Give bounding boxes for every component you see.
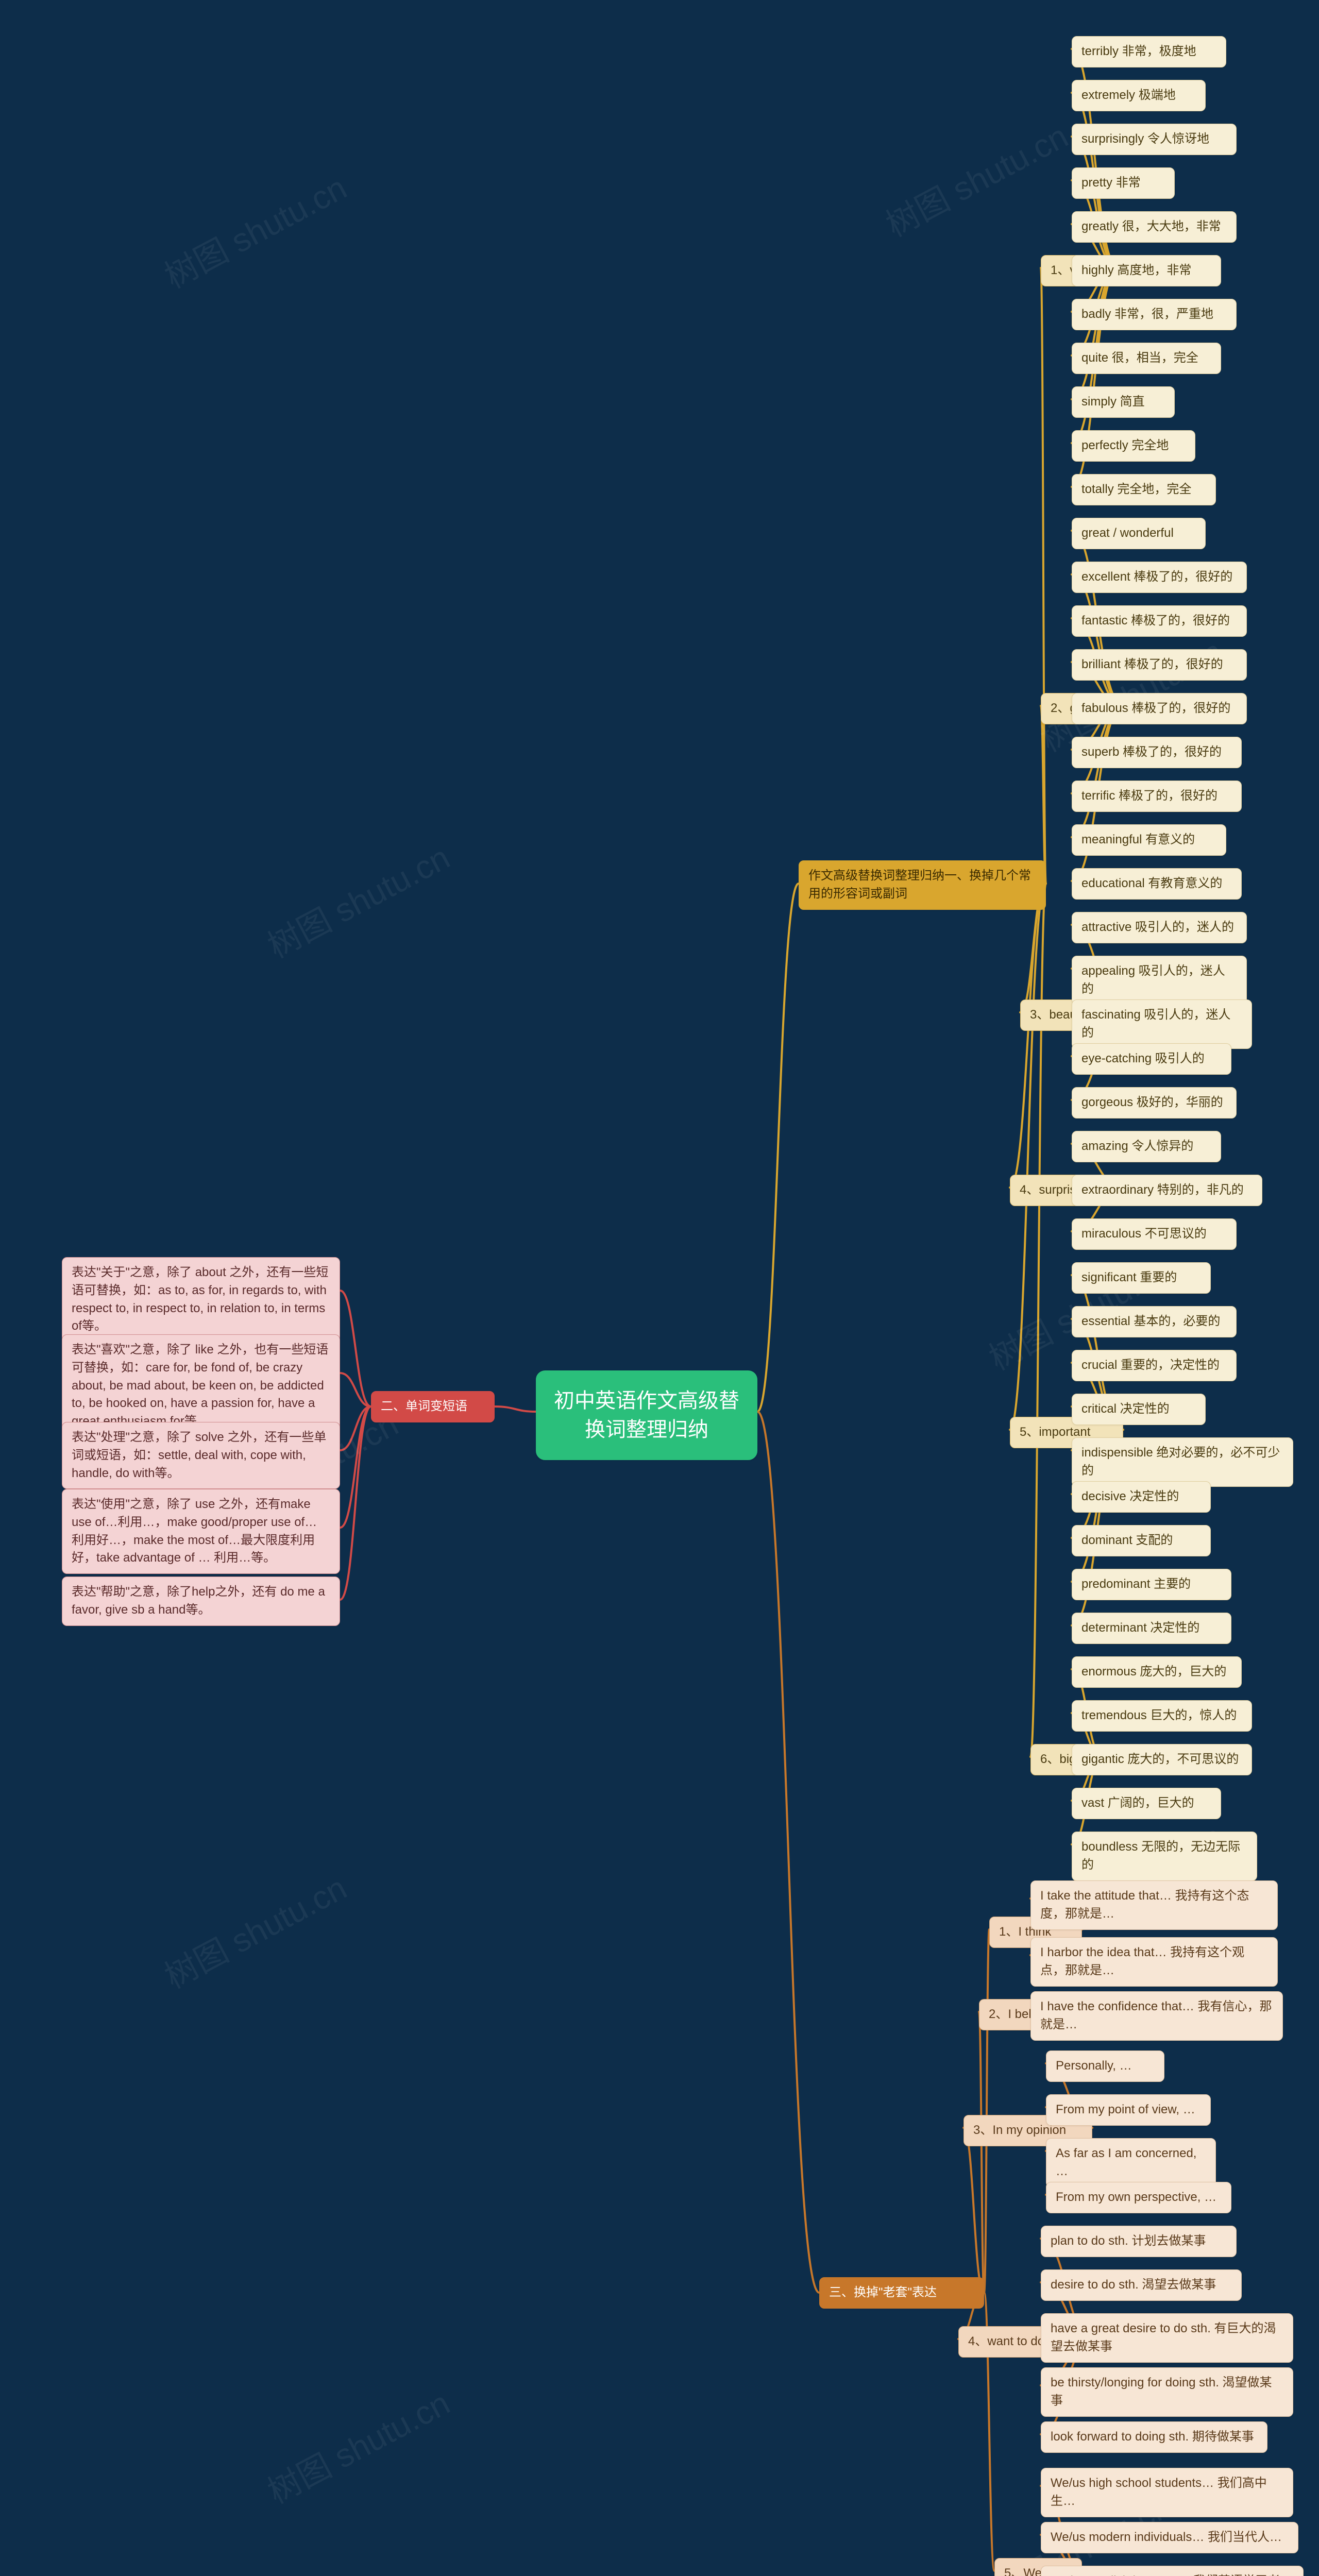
node-s1_2_2: excellent 棒极了的，很好的 bbox=[1072, 562, 1247, 593]
node-s3_4_1: plan to do sth. 计划去做某事 bbox=[1041, 2226, 1237, 2257]
node-s1_3_1: attractive 吸引人的，迷人的 bbox=[1072, 912, 1247, 943]
node-s1_5_9: determinant 决定性的 bbox=[1072, 1613, 1231, 1644]
node-s1_1_3: surprisingly 令人惊讶地 bbox=[1072, 124, 1237, 155]
node-s3_3_3: As far as I am concerned, … bbox=[1046, 2138, 1216, 2188]
node-s3_4_5: look forward to doing sth. 期待做某事 bbox=[1041, 2421, 1267, 2453]
node-s1_6_2: tremendous 巨大的，惊人的 bbox=[1072, 1700, 1252, 1732]
node-s1_3_2: appealing 吸引人的，迷人的 bbox=[1072, 956, 1247, 1005]
node-s1_2_1: great / wonderful bbox=[1072, 518, 1206, 549]
node-s1_6_5: boundless 无限的，无边无际的 bbox=[1072, 1832, 1257, 1881]
node-s2a: 表达"关于"之意，除了 about 之外，还有一些短语可替换，如：as to, … bbox=[62, 1257, 340, 1342]
node-s3_4_3: have a great desire to do sth. 有巨大的渴望去做某… bbox=[1041, 2313, 1293, 2363]
node-s3_5_2: We/us modern individuals… 我们当代人… bbox=[1041, 2522, 1298, 2553]
node-s1_1_5: greatly 很，大大地，非常 bbox=[1072, 211, 1237, 243]
node-s1_2_9: educational 有教育意义的 bbox=[1072, 868, 1242, 900]
node-s1_5_1: significant 重要的 bbox=[1072, 1262, 1211, 1294]
node-s1_1_6: highly 高度地，非常 bbox=[1072, 255, 1221, 286]
node-s1_4_2: extraordinary 特别的，非凡的 bbox=[1072, 1175, 1262, 1206]
watermark: 树图 shutu.cn bbox=[155, 162, 354, 297]
node-s1_5_4: critical 决定性的 bbox=[1072, 1394, 1206, 1425]
node-s1_4_1: amazing 令人惊异的 bbox=[1072, 1131, 1221, 1162]
node-s1_2_7: terrific 棒极了的，很好的 bbox=[1072, 781, 1242, 812]
watermark: 树图 shutu.cn bbox=[876, 110, 1075, 246]
node-s1_1_9: simply 简直 bbox=[1072, 386, 1175, 418]
node-s1_1_2: extremely 极端地 bbox=[1072, 80, 1206, 111]
node-s1_2_4: brilliant 棒极了的，很好的 bbox=[1072, 649, 1247, 681]
node-s1_2_6: superb 棒极了的，很好的 bbox=[1072, 737, 1242, 768]
node-s1_5_8: predominant 主要的 bbox=[1072, 1569, 1231, 1600]
node-s1_6_3: gigantic 庞大的，不可思议的 bbox=[1072, 1744, 1252, 1775]
node-s1_3_5: gorgeous 极好的，华丽的 bbox=[1072, 1087, 1237, 1118]
node-s1_1_1: terribly 非常，极度地 bbox=[1072, 36, 1226, 67]
node-s1_4_3: miraculous 不可思议的 bbox=[1072, 1218, 1237, 1250]
node-s3_5_1: We/us high school students… 我们高中生… bbox=[1041, 2468, 1293, 2517]
node-s3_3_4: From my own perspective, … bbox=[1046, 2182, 1231, 2213]
node-s1_1_4: pretty 非常 bbox=[1072, 167, 1175, 199]
node-s1: 作文高级替换词整理归纳一、换掉几个常用的形容词或副词 bbox=[799, 860, 1046, 910]
node-s1_2_8: meaningful 有意义的 bbox=[1072, 824, 1226, 856]
node-s1_1_10: perfectly 完全地 bbox=[1072, 430, 1195, 462]
node-s3_2_1: I have the confidence that… 我有信心，那就是… bbox=[1030, 1991, 1283, 2041]
node-s3: 三、换掉"老套"表达 bbox=[819, 2277, 984, 2309]
node-s3_1_2: I harbor the idea that… 我持有这个观点，那就是… bbox=[1030, 1937, 1278, 1987]
node-s1_5_6: decisive 决定性的 bbox=[1072, 1481, 1211, 1513]
node-s1_5_7: dominant 支配的 bbox=[1072, 1525, 1211, 1556]
node-s1_1_7: badly 非常，很，严重地 bbox=[1072, 299, 1237, 330]
watermark: 树图 shutu.cn bbox=[155, 1862, 354, 1997]
mindmap-canvas: 树图 shutu.cn 树图 shutu.cn 树图 shutu.cn 树图 shut… bbox=[0, 0, 1319, 2576]
node-s1_5_2: essential 基本的，必要的 bbox=[1072, 1306, 1237, 1337]
node-s1_3_4: eye-catching 吸引人的 bbox=[1072, 1043, 1231, 1075]
node-s1_6_4: vast 广阔的，巨大的 bbox=[1072, 1788, 1221, 1819]
node-s1_6_1: enormous 庞大的，巨大的 bbox=[1072, 1656, 1242, 1688]
node-s2e: 表达"帮助"之意，除了help之外，还有 do me a favor, give… bbox=[62, 1577, 340, 1626]
node-root: 初中英语作文高级替换词整理归纳 bbox=[536, 1370, 757, 1460]
node-s3_1_1: I take the attitude that… 我持有这个态度，那就是… bbox=[1030, 1880, 1278, 1930]
node-s3_5_3: We/us English learners… 我们英语学习者… bbox=[1041, 2566, 1304, 2576]
node-s1_1_8: quite 很，相当，完全 bbox=[1072, 343, 1221, 374]
watermark: 树图 shutu.cn bbox=[258, 2377, 457, 2513]
node-s1_3_3: fascinating 吸引人的，迷人的 bbox=[1072, 999, 1252, 1049]
node-s2c: 表达"处理"之意，除了 solve 之外，还有一些单词或短语，如：settle,… bbox=[62, 1422, 340, 1489]
node-s1_5_3: crucial 重要的，决定性的 bbox=[1072, 1350, 1237, 1381]
node-s1_2_5: fabulous 棒极了的，很好的 bbox=[1072, 693, 1247, 724]
node-s1_5_5: indispensible 绝对必要的，必不可少的 bbox=[1072, 1437, 1293, 1487]
node-s3_3_1: Personally, … bbox=[1046, 2050, 1164, 2082]
node-s1_2_3: fantastic 棒极了的，很好的 bbox=[1072, 605, 1247, 637]
node-s2: 二、单词变短语 bbox=[371, 1391, 495, 1422]
node-s3_4_2: desire to do sth. 渴望去做某事 bbox=[1041, 2269, 1242, 2301]
node-s3_4_4: be thirsty/longing for doing sth. 渴望做某事 bbox=[1041, 2367, 1293, 2417]
node-s2d: 表达"使用"之意，除了 use 之外，还有make use of…利用…，mak… bbox=[62, 1489, 340, 1574]
node-s1_1_11: totally 完全地，完全 bbox=[1072, 474, 1216, 505]
watermark: 树图 shutu.cn bbox=[258, 832, 457, 967]
node-s3_3_2: From my point of view, … bbox=[1046, 2094, 1211, 2126]
